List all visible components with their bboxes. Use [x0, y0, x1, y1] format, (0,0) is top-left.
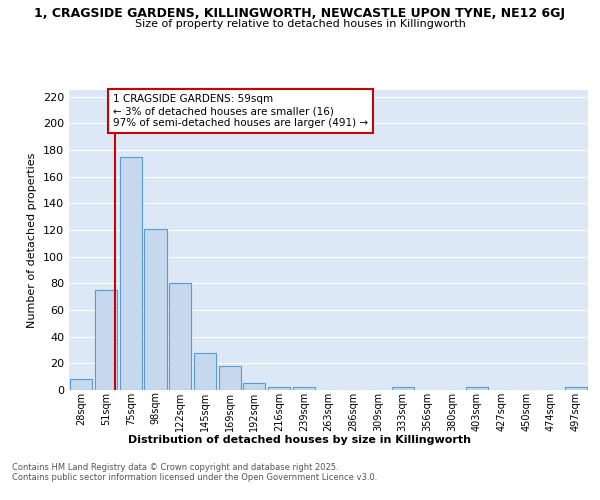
Text: Distribution of detached houses by size in Killingworth: Distribution of detached houses by size …	[128, 435, 472, 445]
Bar	[392, 388, 414, 390]
Bar	[243, 384, 265, 390]
Bar	[218, 366, 241, 390]
Bar	[293, 388, 315, 390]
Bar	[169, 284, 191, 390]
Bar	[145, 228, 167, 390]
Text: Contains public sector information licensed under the Open Government Licence v3: Contains public sector information licen…	[12, 472, 377, 482]
Bar	[95, 290, 117, 390]
Bar	[565, 388, 587, 390]
Bar	[466, 388, 488, 390]
Text: 1 CRAGSIDE GARDENS: 59sqm
← 3% of detached houses are smaller (16)
97% of semi-d: 1 CRAGSIDE GARDENS: 59sqm ← 3% of detach…	[113, 94, 368, 128]
Text: Size of property relative to detached houses in Killingworth: Size of property relative to detached ho…	[134, 19, 466, 29]
Text: Contains HM Land Registry data © Crown copyright and database right 2025.: Contains HM Land Registry data © Crown c…	[12, 462, 338, 471]
Bar	[194, 352, 216, 390]
Bar	[268, 388, 290, 390]
Bar	[70, 380, 92, 390]
Text: 1, CRAGSIDE GARDENS, KILLINGWORTH, NEWCASTLE UPON TYNE, NE12 6GJ: 1, CRAGSIDE GARDENS, KILLINGWORTH, NEWCA…	[35, 8, 566, 20]
Bar	[119, 156, 142, 390]
Y-axis label: Number of detached properties: Number of detached properties	[28, 152, 37, 328]
